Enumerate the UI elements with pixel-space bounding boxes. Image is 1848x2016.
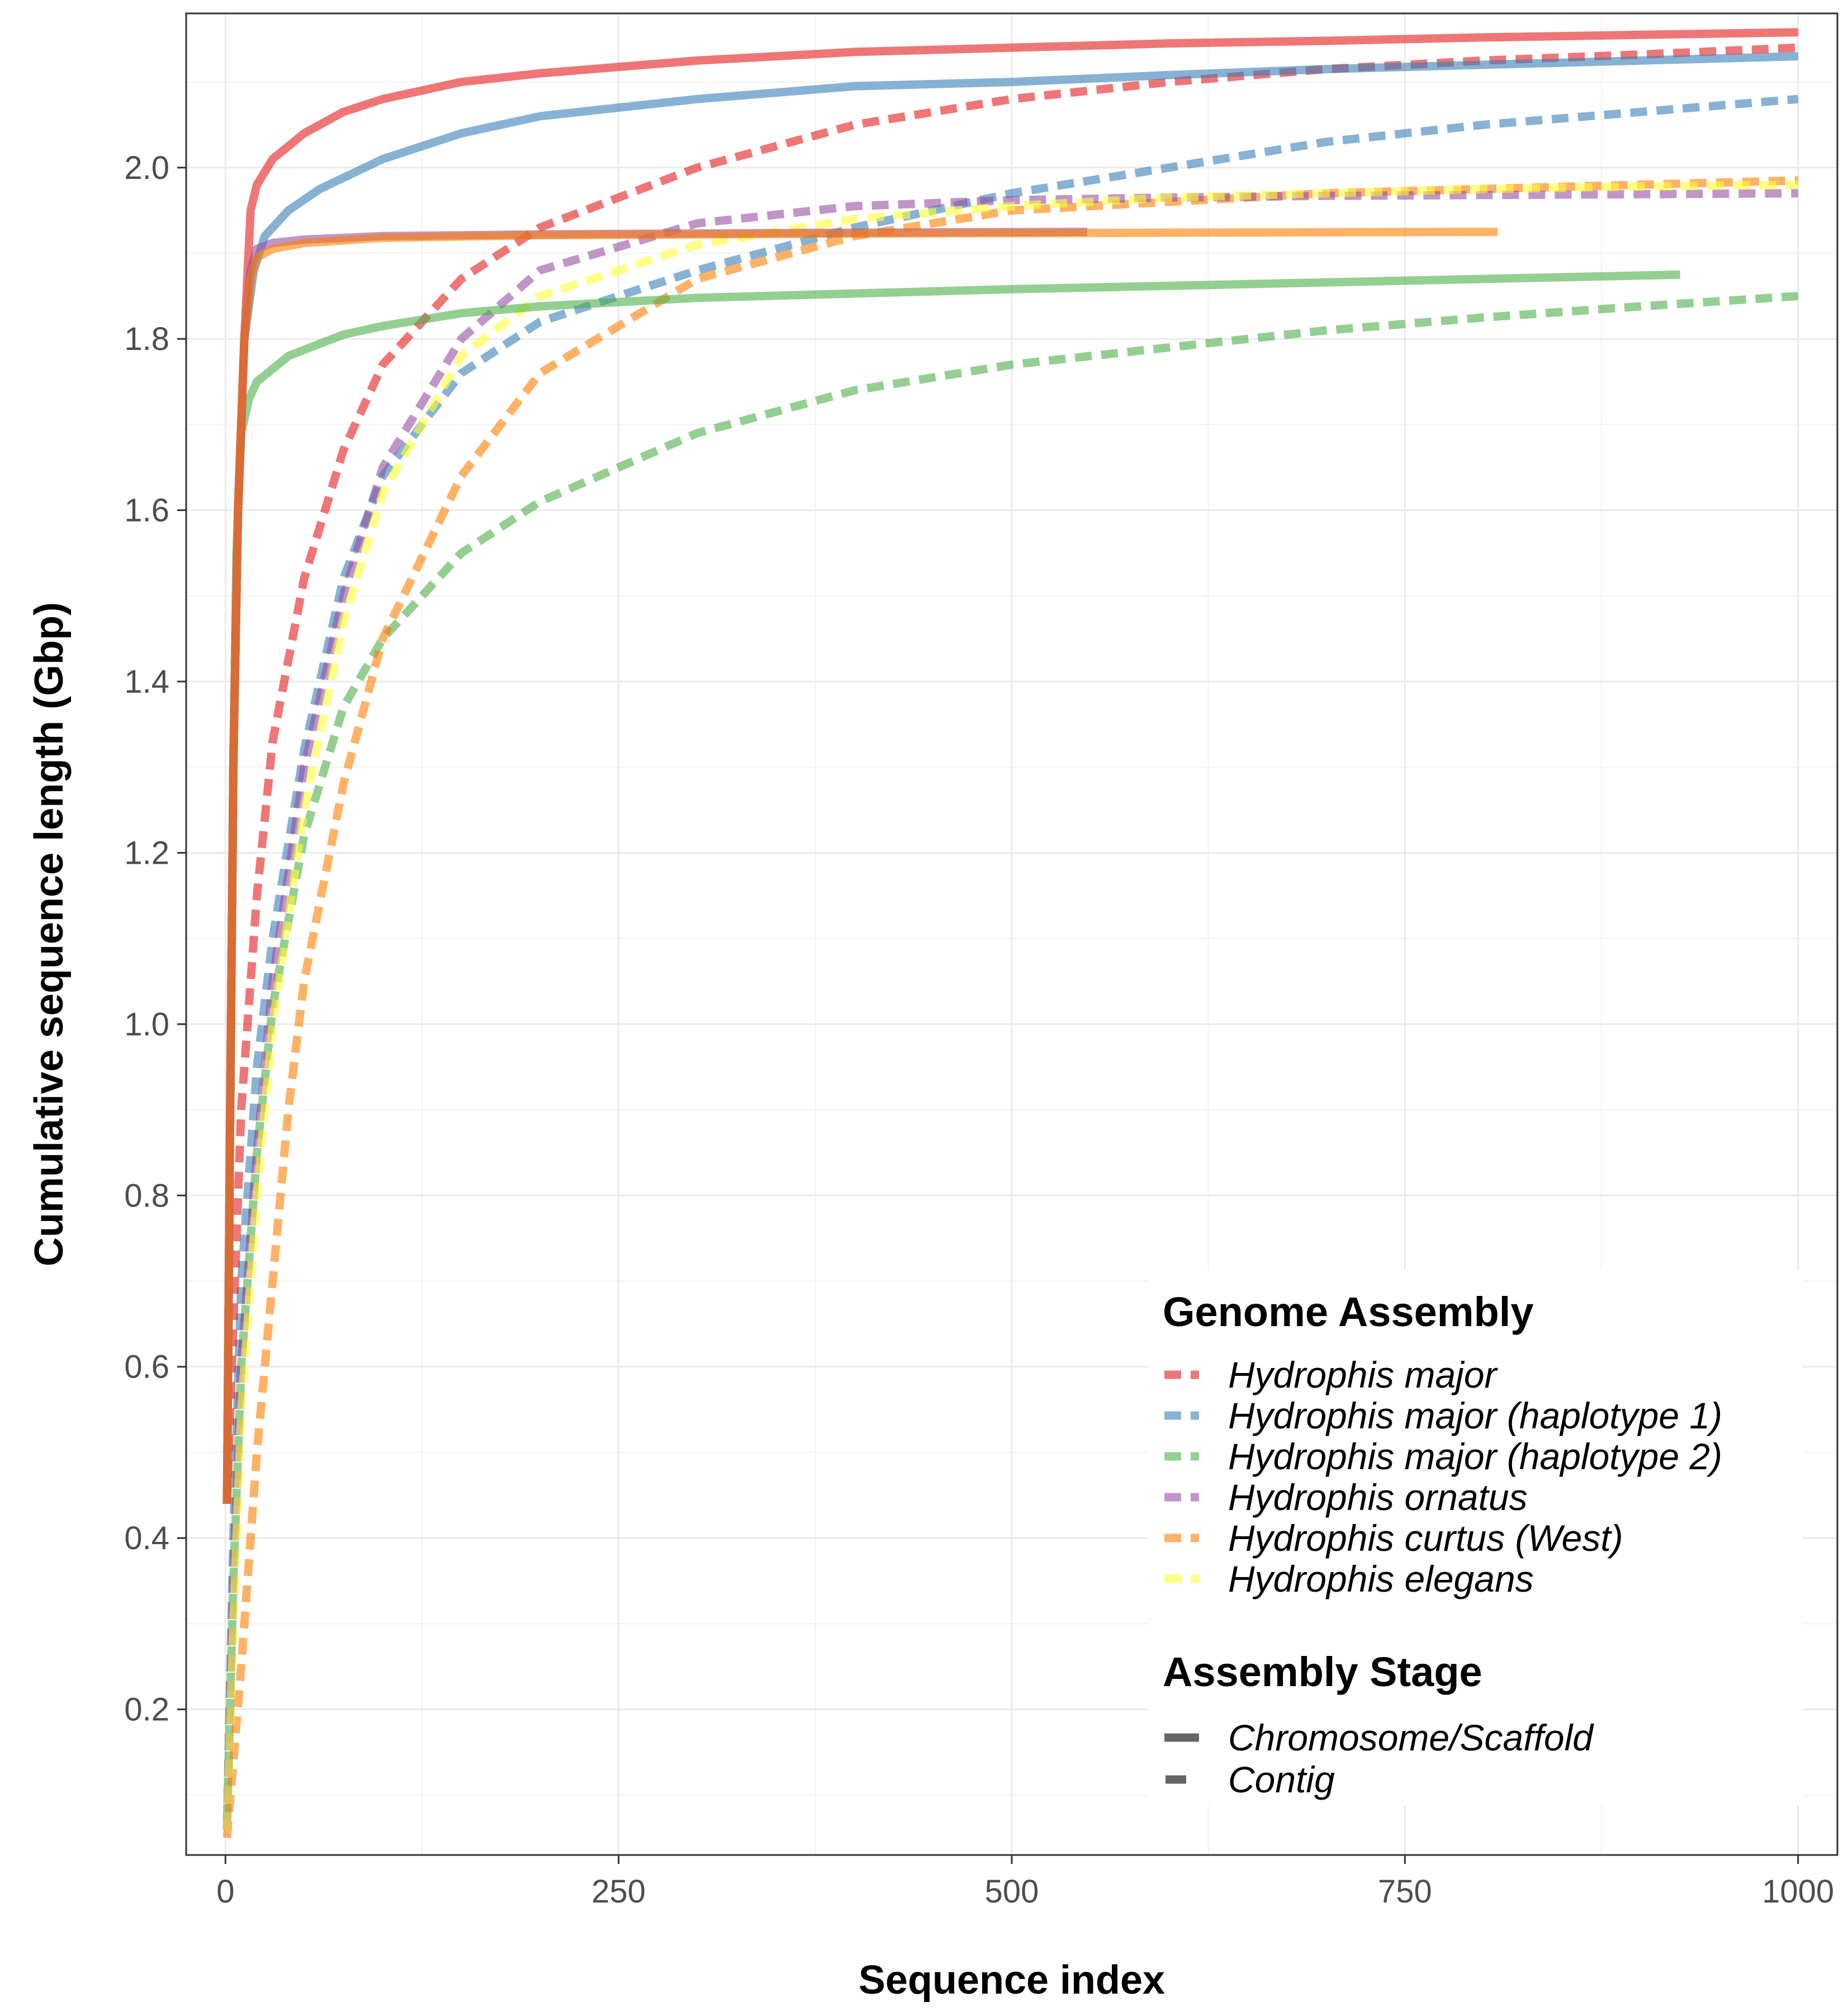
legend-label: Hydrophis major (haplotype 1): [1228, 1395, 1722, 1436]
legend-label: Hydrophis elegans: [1228, 1558, 1534, 1599]
legend-label: Chromosome/Scaffold: [1228, 1717, 1594, 1758]
x-tick-label: 750: [1378, 1873, 1432, 1910]
legend-label: Hydrophis major (haplotype 2): [1228, 1436, 1722, 1477]
y-tick-label: 1.8: [124, 321, 169, 357]
legend-label: Hydrophis ornatus: [1228, 1476, 1528, 1518]
axis-ticks: 0 250 500 750 1000 0.2 0.4 0.6 0.8 1.0 1.2 1.4 1.6 1.…: [124, 150, 1834, 1910]
series-line-hydrophis-major-haplotype-1-contig: [222, 94, 1799, 1830]
y-tick-label: 1.4: [124, 664, 169, 700]
series-layer: [222, 28, 1799, 1839]
legend-label: Hydrophis major: [1228, 1354, 1499, 1395]
y-tick-label: 0.6: [124, 1349, 169, 1385]
series-line-hydrophis-curtus-west-chromosome: [222, 228, 1498, 1504]
x-axis-title: Sequence index: [859, 1958, 1165, 2003]
y-tick-label: 0.8: [124, 1177, 169, 1214]
legend-title-genome-assembly: Genome Assembly: [1163, 1289, 1534, 1335]
legend-background: [1149, 1270, 1803, 1806]
y-tick-label: 1.6: [124, 493, 169, 529]
x-tick-label: 1000: [1762, 1873, 1834, 1910]
legend-label: Contig: [1228, 1759, 1335, 1800]
x-tick-label: 0: [216, 1873, 234, 1910]
y-tick-label: 0.2: [124, 1692, 169, 1728]
x-tick-label: 250: [591, 1873, 646, 1910]
y-axis-title: Cumulative sequence length (Gbp): [27, 602, 72, 1266]
legend-label: Hydrophis curtus (West): [1228, 1517, 1623, 1559]
series-line-hydrophis-major-contig: [222, 43, 1799, 1504]
y-tick-label: 1.0: [124, 1006, 169, 1043]
legend-title-assembly-stage: Assembly Stage: [1163, 1649, 1482, 1695]
series-line-hydrophis-elegans-contig: [222, 180, 1798, 1830]
x-tick-label: 500: [985, 1873, 1039, 1910]
y-tick-label: 0.4: [124, 1520, 169, 1556]
y-tick-label: 1.2: [124, 835, 169, 871]
legend: Genome Assembly Hydrophis majorHydrophis…: [1149, 1270, 1803, 1806]
y-tick-label: 2.0: [124, 150, 169, 186]
